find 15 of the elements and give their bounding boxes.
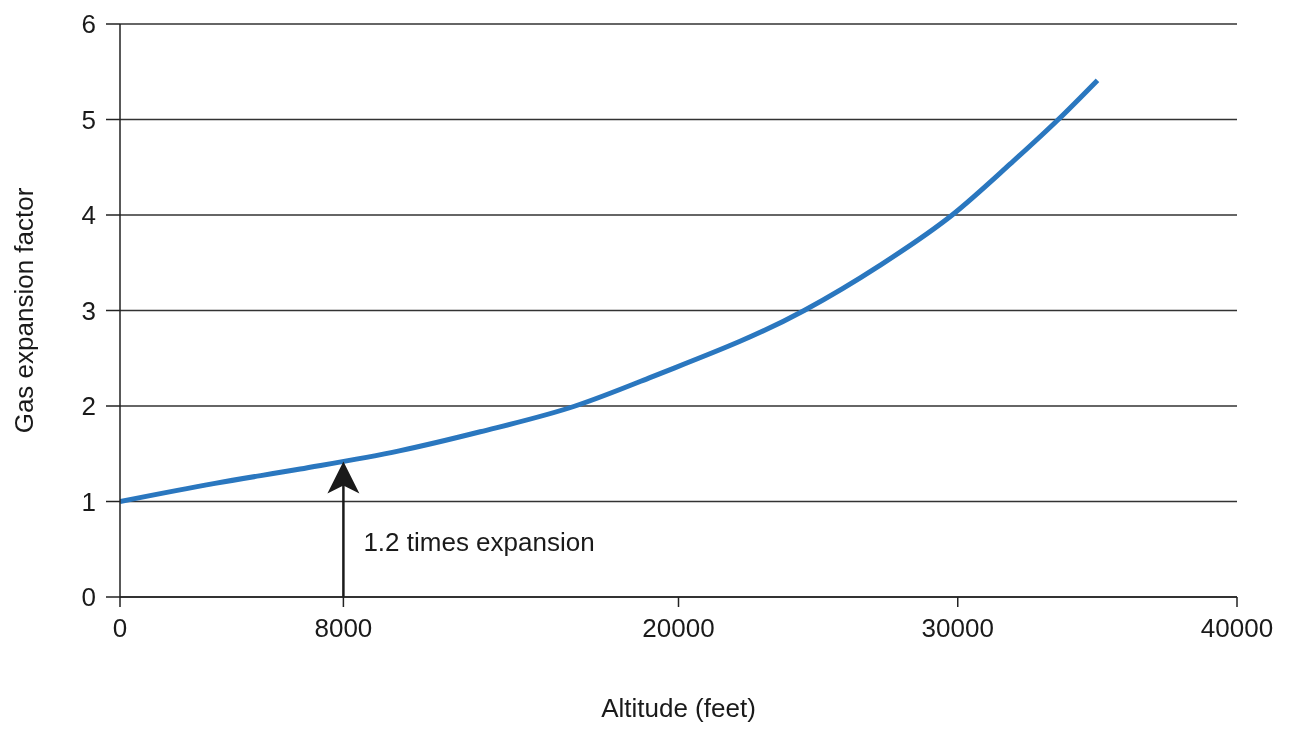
y-axis-title: Gas expansion factor [9,187,40,434]
x-tick-label: 8000 [314,613,373,644]
x-axis-title: Altitude (feet) [601,693,756,723]
y-tick-label: 1 [81,486,96,517]
annotation: 1.2 times expansion [363,527,595,558]
x-tick-label: 20000 [642,613,715,644]
y-tick-label: 0 [81,582,96,613]
y-tick-label: 2 [81,391,96,422]
y-tick-label: 6 [81,9,96,40]
x-tick-label: 40000 [1200,613,1274,644]
y-tick-label: 3 [81,295,96,326]
x-tick-label: 0 [112,613,128,644]
y-tick-label: 4 [81,200,96,231]
y-tick-label: 5 [81,104,96,135]
x-tick-label: 30000 [921,613,994,644]
